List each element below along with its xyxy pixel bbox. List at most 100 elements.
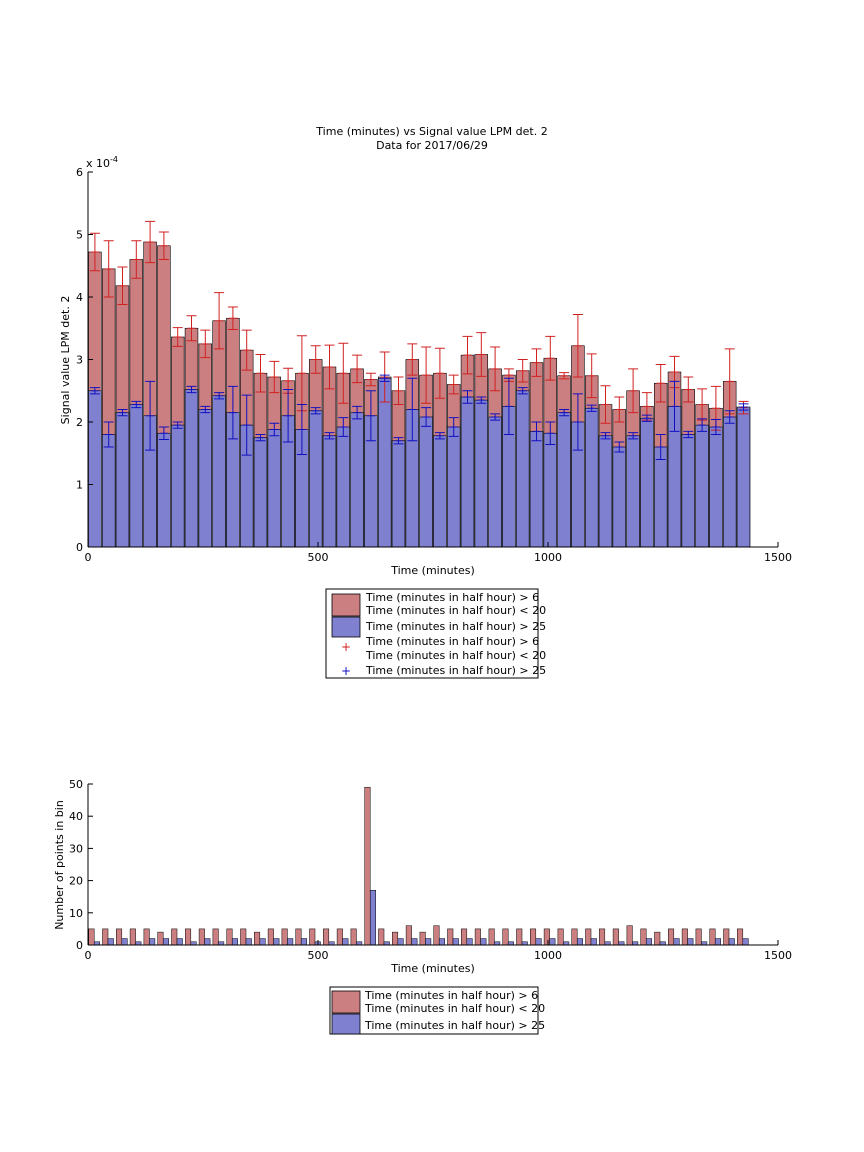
errorbar-red-18 <box>338 342 349 404</box>
hist-bar-blue-20 <box>369 890 376 946</box>
bar-blue-16 <box>308 410 323 548</box>
chart-1: Time (minutes) vs Signal value LPM det. … <box>59 125 792 679</box>
legend-entry-1: Time (minutes in half hour) > 6 Time (min… <box>365 591 546 617</box>
hist-bar-blue-11 <box>245 938 252 946</box>
errorbar-red-34 <box>559 372 570 380</box>
bar-blue-26 <box>446 426 461 548</box>
hist-bar-red-15 <box>295 928 302 946</box>
hist-bar-red-36 <box>585 928 592 946</box>
chart-2-xlabel: Time (minutes) <box>390 962 475 975</box>
hist-bar-blue-28 <box>480 938 487 946</box>
errorbar-red-11 <box>241 329 252 371</box>
hist-bar-red-33 <box>543 928 550 946</box>
bar-blue-40 <box>640 417 654 548</box>
errorbar-blue-9 <box>214 392 225 400</box>
hist-bar-red-3 <box>129 928 136 946</box>
errorbar-red-9 <box>214 292 225 350</box>
bar-blue-17 <box>322 435 337 548</box>
errorbar-blue-27 <box>462 390 473 404</box>
errorbar-red-29 <box>490 346 501 392</box>
errorbar-red-35 <box>572 314 583 378</box>
bar-blue-39 <box>626 435 640 548</box>
errorbar-blue-16 <box>310 407 321 415</box>
hist-bar-red-17 <box>323 928 330 946</box>
hist-bar-red-16 <box>309 928 316 946</box>
hist-bar-red-9 <box>212 928 219 946</box>
hist-bar-blue-42 <box>673 938 680 946</box>
hist-bar-blue-2 <box>121 938 128 946</box>
hist-bar-red-41 <box>654 931 661 946</box>
errorbar-blue-46 <box>724 410 735 424</box>
errorbar-red-3 <box>131 240 142 279</box>
errorbar-red-0 <box>89 232 100 272</box>
c1-xtick-label-0: 0 <box>85 551 92 564</box>
bar-blue-44 <box>695 424 709 548</box>
bar-blue-46 <box>722 416 737 548</box>
legend2-swatch-blue <box>331 1013 361 1035</box>
errorbar-red-38 <box>614 396 625 423</box>
errorbar-blue-17 <box>324 432 335 440</box>
errorbar-red-24 <box>421 346 432 404</box>
hist-bar-red-8 <box>198 928 205 946</box>
hist-bar-red-14 <box>281 928 288 946</box>
hist-bar-red-44 <box>695 928 702 946</box>
hist-bar-red-5 <box>157 931 164 946</box>
legend2-entry-2: Time (minutes in half hour) > 25 <box>364 1019 545 1032</box>
hist-bar-red-18 <box>336 928 343 946</box>
errorbar-blue-7 <box>186 385 197 394</box>
hist-bar-blue-13 <box>273 938 280 946</box>
errorbar-red-6 <box>172 327 183 347</box>
errorbar-blue-33 <box>545 421 556 445</box>
chart-2-legend-box <box>329 986 539 1035</box>
errorbar-blue-40 <box>641 414 652 422</box>
bar-blue-45 <box>709 426 723 548</box>
bar-blue-36 <box>584 407 599 548</box>
hist-bar-blue-25 <box>438 938 445 946</box>
hist-bar-blue-33 <box>549 938 556 946</box>
errorbar-red-12 <box>255 354 266 393</box>
hist-bar-red-7 <box>185 928 192 946</box>
hist-bar-blue-10 <box>231 938 238 946</box>
legend-marker-blue-plus: + <box>341 664 351 678</box>
bar-blue-18 <box>336 426 351 548</box>
hist-bar-blue-8 <box>204 938 211 946</box>
hist-bar-blue-18 <box>342 938 349 946</box>
bar-blue-32 <box>529 431 544 548</box>
errorbar-red-25 <box>434 347 445 399</box>
errorbar-red-4 <box>145 220 156 264</box>
bar-blue-28 <box>474 399 489 548</box>
hist-bar-blue-12 <box>259 938 266 946</box>
bar-blue-27 <box>460 396 475 548</box>
hist-bar-red-40 <box>640 928 647 946</box>
errorbar-red-23 <box>407 343 418 376</box>
hist-bar-blue-32 <box>535 938 542 946</box>
hist-bar-red-32 <box>530 928 537 946</box>
hist-bar-red-30 <box>502 928 509 946</box>
errorbar-blue-25 <box>434 432 445 440</box>
errorbar-blue-6 <box>172 421 183 429</box>
legend-entry-2: Time (minutes in half hour) > 25 <box>365 620 546 633</box>
bar-blue-5 <box>157 432 171 548</box>
hist-bar-red-42 <box>668 928 675 946</box>
chart-1-y-exponent: x 10-4 <box>86 155 118 170</box>
c2-ytick-label-0: 0 <box>76 939 83 952</box>
bar-blue-6 <box>170 424 185 548</box>
legend-marker-red-plus: + <box>341 640 351 654</box>
errorbar-blue-38 <box>614 441 625 453</box>
errorbar-blue-26 <box>448 417 459 437</box>
bar-blue-0 <box>88 390 102 548</box>
hist-bar-blue-22 <box>397 938 404 946</box>
hist-bar-blue-46 <box>728 938 735 946</box>
c2-ytick-label-1: 10 <box>69 907 83 920</box>
hist-bar-red-0 <box>88 928 95 946</box>
bar-blue-37 <box>598 435 613 548</box>
errorbar-blue-44 <box>697 418 708 432</box>
bar-blue-33 <box>543 432 558 548</box>
errorbar-red-39 <box>628 368 639 414</box>
errorbar-blue-43 <box>683 430 694 439</box>
hist-bar-red-1 <box>102 928 109 946</box>
errorbar-red-37 <box>600 385 611 424</box>
bar-blue-9 <box>212 395 226 548</box>
chart-1-errorbars <box>89 220 749 460</box>
hist-bar-red-10 <box>226 928 233 946</box>
